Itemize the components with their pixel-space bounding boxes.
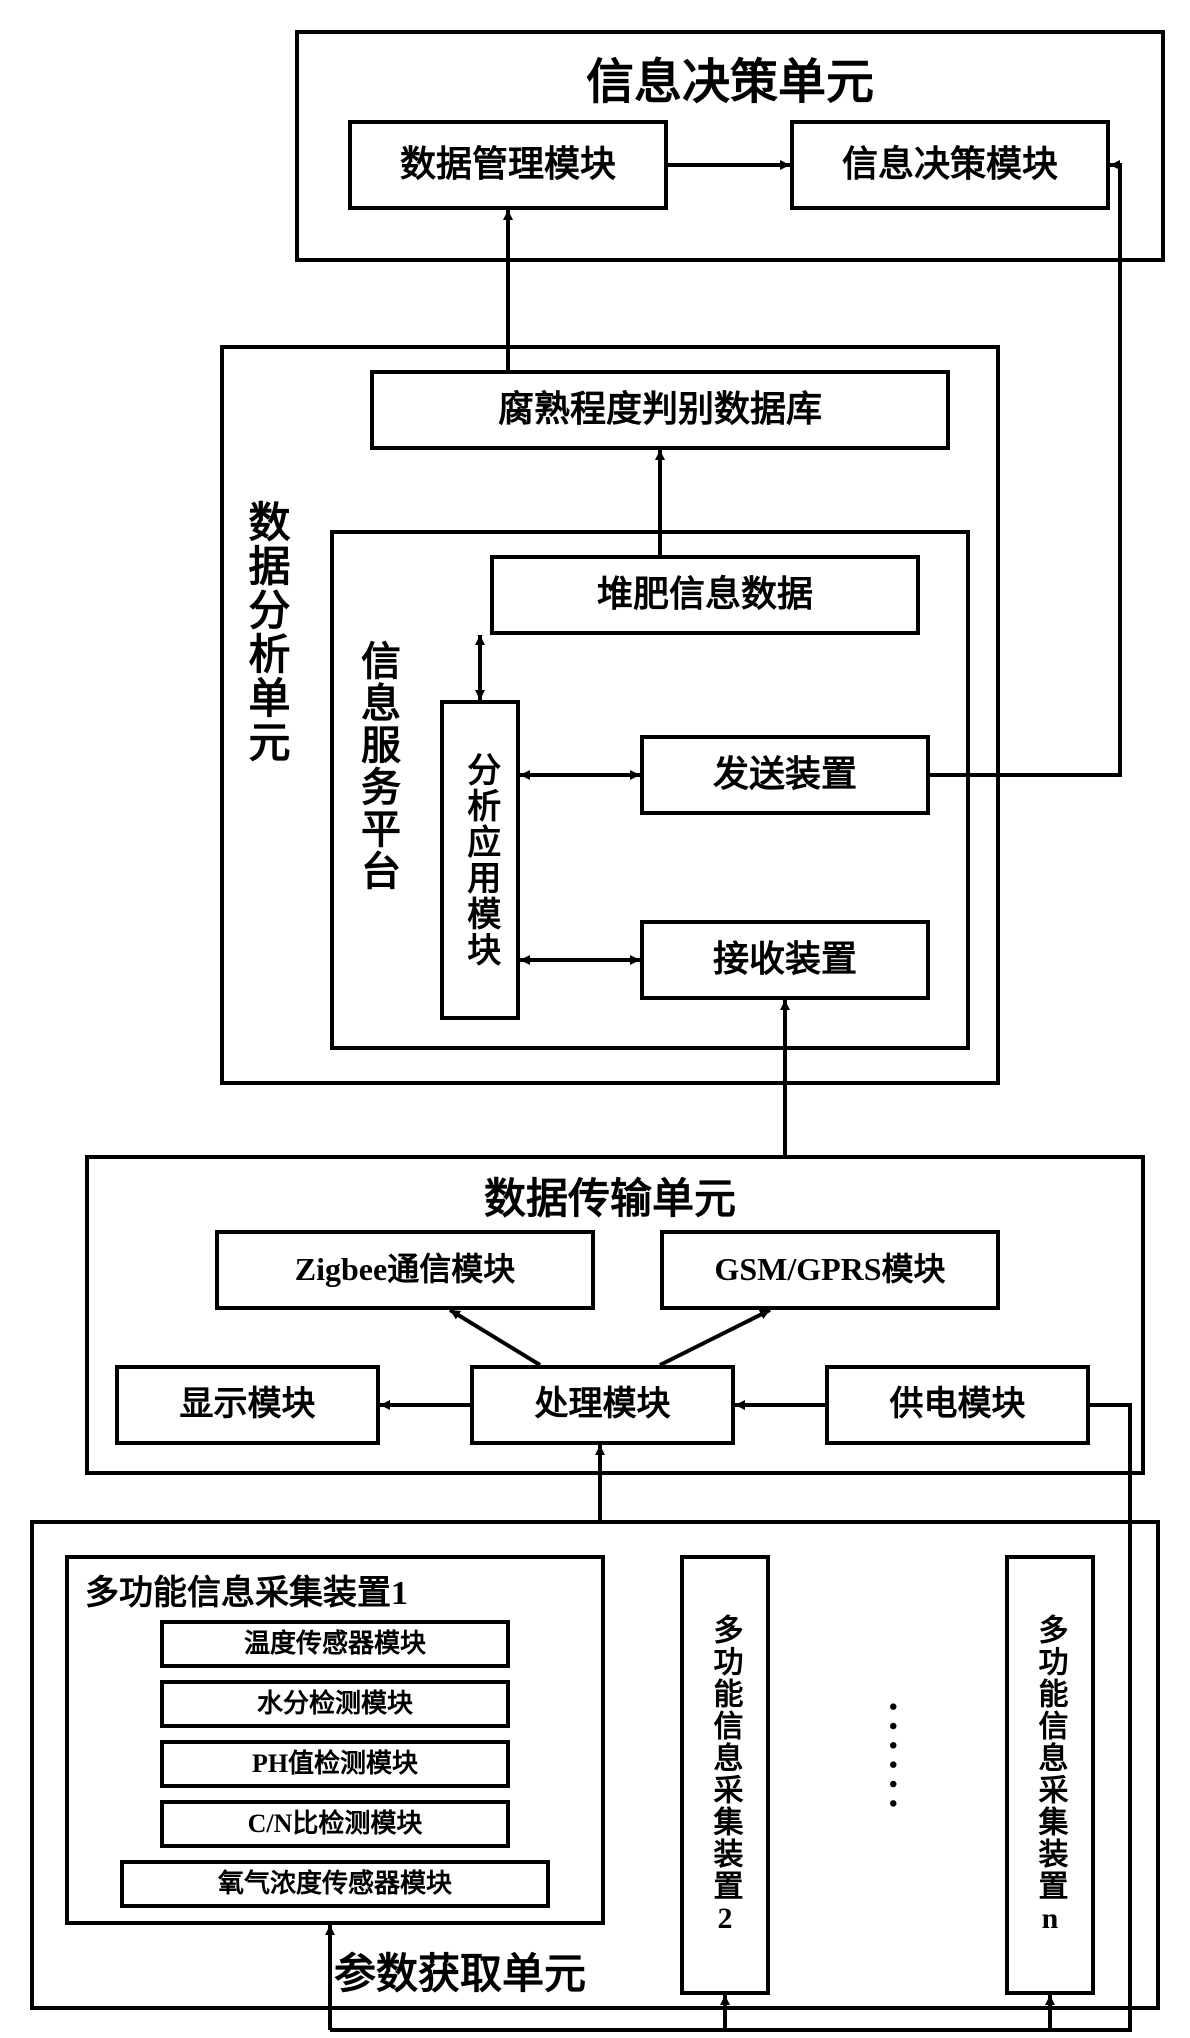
decision-module: 信息决策模块 (790, 120, 1110, 210)
analysis-app-module-label: 分析应用模块 (461, 752, 498, 968)
decision-unit-title: 信息决策单元 (520, 42, 940, 112)
transmit-unit-title: 数据传输单元 (440, 1165, 780, 1226)
sensor-ph: PH值检测模块 (160, 1740, 510, 1788)
info-service-platform-title: 信息服务平台 (348, 640, 406, 892)
collector-2: 多功能信息采集装置2 (680, 1555, 770, 1995)
analysis-app-module: 分析应用模块 (440, 700, 520, 1020)
analysis-unit-title: 数据分析单元 (235, 500, 296, 764)
compost-info-data: 堆肥信息数据 (490, 555, 920, 635)
sensor-cn: C/N比检测模块 (160, 1800, 510, 1848)
data-mgmt-module: 数据管理模块 (348, 120, 668, 210)
collector-1-title: 多功能信息采集装置1 (85, 1565, 408, 1614)
gsm-gprs-module: GSM/GPRS模块 (660, 1230, 1000, 1310)
sensor-temp: 温度传感器模块 (160, 1620, 510, 1668)
process-module: 处理模块 (470, 1365, 735, 1445)
sensor-o2: 氧气浓度传感器模块 (120, 1860, 550, 1908)
collector-n: 多功能信息采集装置n (1005, 1555, 1095, 1995)
sender-device: 发送装置 (640, 735, 930, 815)
acquire-unit-title: 参数获取单元 (300, 1940, 620, 2001)
ellipsis-icon: ······ (870, 1700, 917, 1816)
receiver-device: 接收装置 (640, 920, 930, 1000)
sensor-moisture: 水分检测模块 (160, 1680, 510, 1728)
zigbee-module: Zigbee通信模块 (215, 1230, 595, 1310)
power-module: 供电模块 (825, 1365, 1090, 1445)
collector-n-label: 多功能信息采集装置n (1034, 1614, 1067, 1937)
display-module: 显示模块 (115, 1365, 380, 1445)
collector-2-label: 多功能信息采集装置2 (709, 1614, 742, 1937)
maturity-db: 腐熟程度判别数据库 (370, 370, 950, 450)
